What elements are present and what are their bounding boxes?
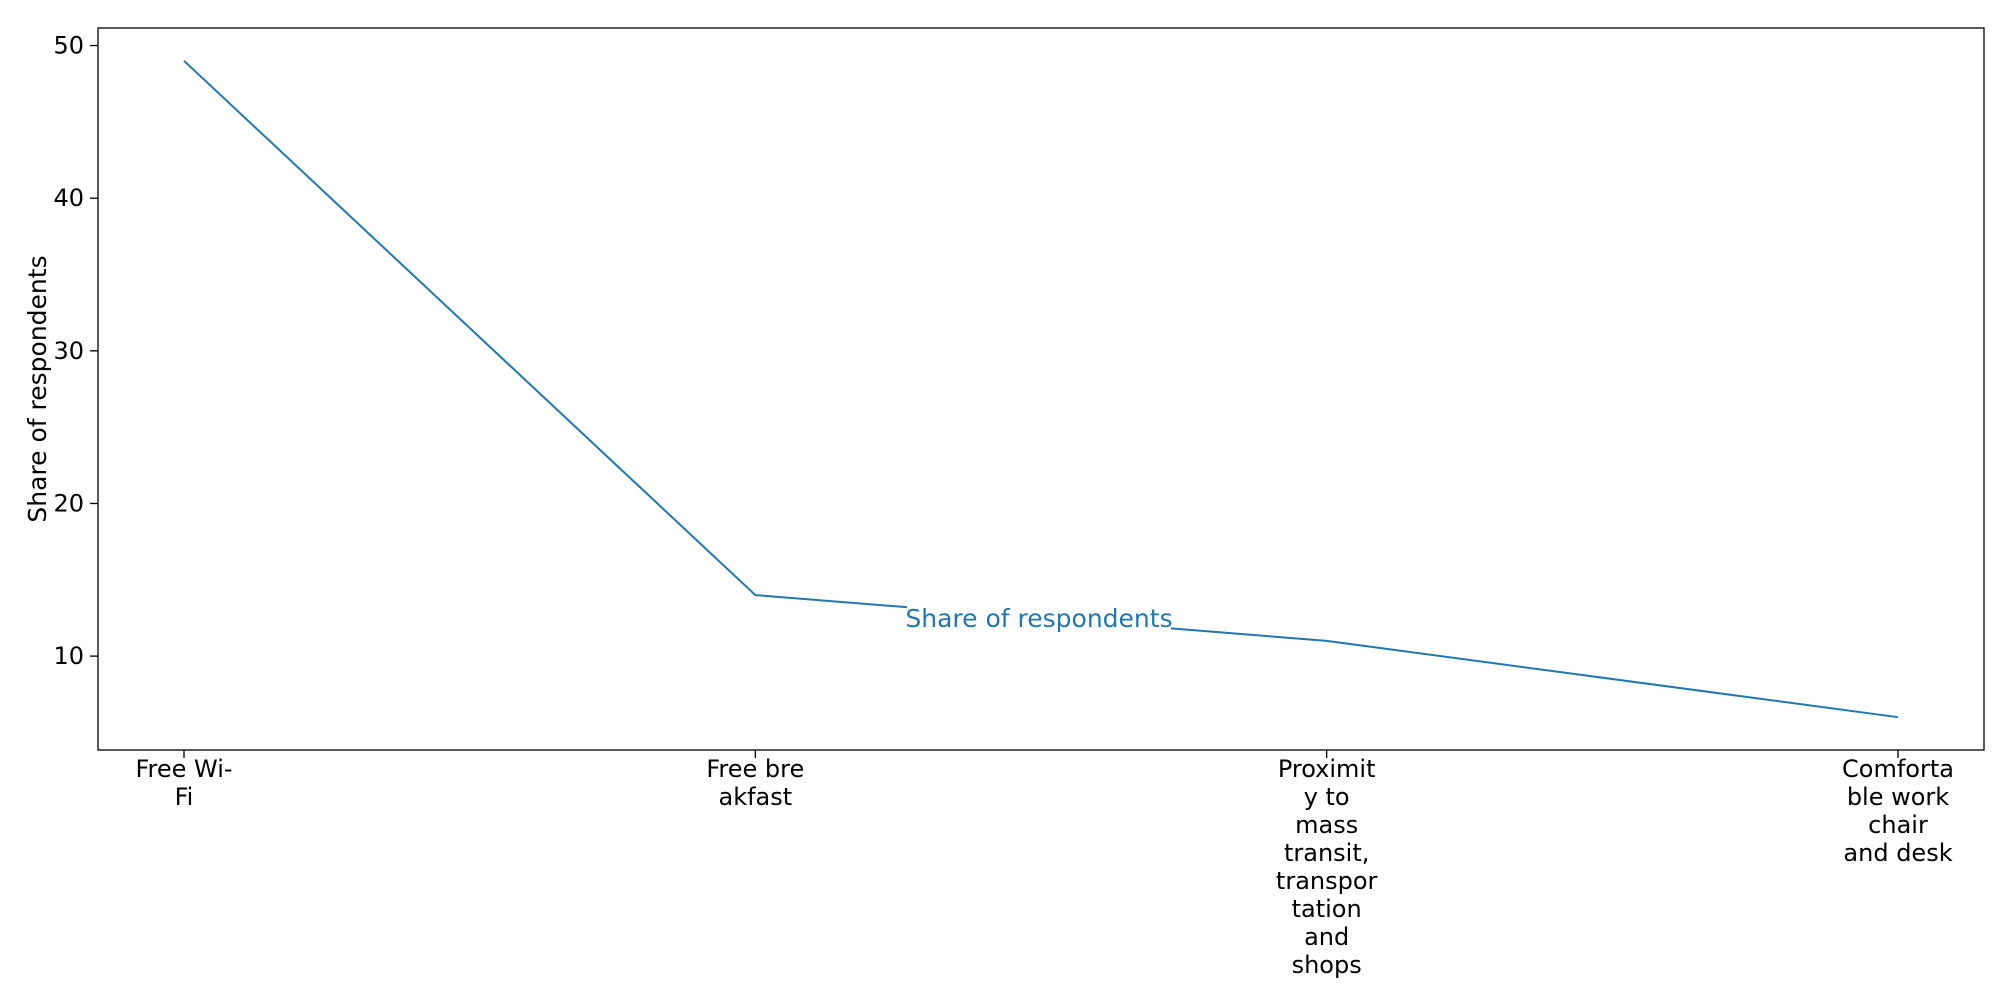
y-tick-label: 40 — [53, 184, 84, 212]
y-tick-label: 30 — [53, 337, 84, 365]
y-tick-label: 10 — [53, 642, 84, 670]
y-tick-label: 20 — [53, 489, 84, 517]
series-inline-label: Share of respondents — [905, 604, 1172, 633]
y-tick-label: 50 — [53, 32, 84, 60]
y-axis-label: Share of respondents — [23, 255, 52, 522]
